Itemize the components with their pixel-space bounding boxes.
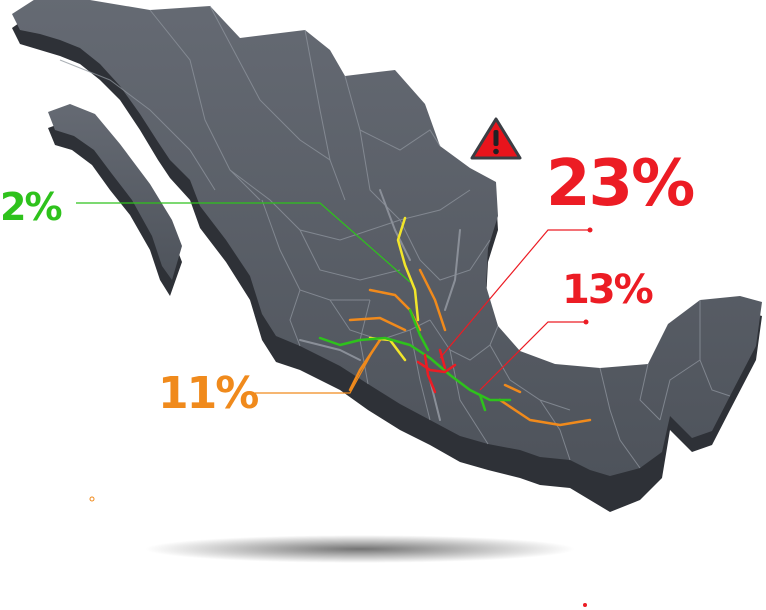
ground-shadow: [145, 535, 575, 563]
route-orange-5: [498, 398, 592, 427]
map-top-surface: [12, 0, 762, 476]
orange-percentage-label: 11%: [158, 368, 259, 419]
route-grey-2: [444, 229, 461, 311]
red-major-percentage-label: 23%: [546, 147, 695, 221]
route-red-3: [438, 348, 447, 370]
route-grey-1: [379, 189, 411, 261]
route-orange-6: [503, 383, 522, 394]
stray-dot-red: [583, 603, 587, 607]
route-grey-3: [299, 339, 361, 361]
leader-green: [76, 202, 411, 283]
red-minor-percentage-label: 13%: [562, 267, 654, 313]
green-percentage-label: 2%: [0, 185, 62, 229]
leader-dot-red-small: [583, 319, 589, 325]
leader-red-big: [439, 229, 590, 359]
leader-red-small: [479, 321, 586, 391]
leader-orange: [255, 341, 379, 394]
route-green-2: [408, 308, 430, 352]
route-green-3: [478, 393, 487, 412]
route-yellow-1: [396, 216, 420, 322]
state-borders: [59, 5, 731, 469]
stray-dot-orange: [89, 496, 95, 502]
route-red-1: [416, 360, 457, 374]
leader-dot-red-big: [587, 227, 593, 233]
route-orange-3: [418, 268, 447, 332]
route-red-2: [423, 353, 437, 394]
route-orange-2: [348, 316, 407, 332]
route-lines: [299, 189, 592, 427]
leader-lines: [76, 202, 590, 394]
warning-triangle-icon: [470, 117, 522, 160]
